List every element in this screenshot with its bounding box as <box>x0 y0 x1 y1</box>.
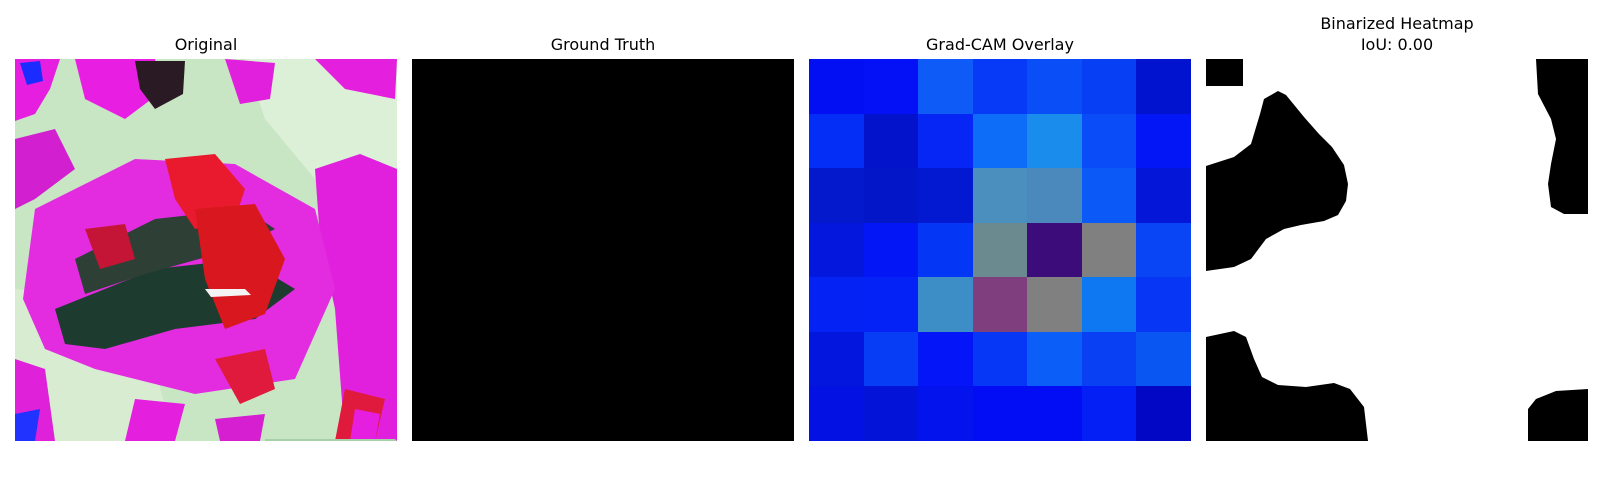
heatmap-cell <box>918 168 973 223</box>
original-image <box>15 59 397 441</box>
heatmap-cell <box>1136 222 1191 278</box>
ground-truth-panel: Ground Truth <box>412 0 794 500</box>
heatmap-cell <box>1027 59 1082 114</box>
gradcam-panel: Grad-CAM Overlay <box>809 0 1191 500</box>
heatmap-cell <box>863 168 919 223</box>
original-title: Original <box>174 35 238 54</box>
heatmap-cell <box>1081 331 1137 387</box>
heatmap-cell <box>918 331 973 387</box>
heatmap-cell <box>863 277 919 332</box>
heatmap-cell <box>1136 386 1191 441</box>
heatmap-cell <box>1081 59 1137 114</box>
heatmap-cell <box>809 277 864 332</box>
gradcam-heatmap <box>809 59 1191 441</box>
heatmap-cell <box>918 277 973 332</box>
heatmap-cell <box>1081 386 1137 441</box>
heatmap-cell <box>1027 222 1082 278</box>
ground-truth-mask <box>412 59 794 441</box>
heatmap-cell <box>918 113 973 169</box>
heatmap-cell <box>863 59 919 114</box>
heatmap-cell <box>1027 386 1082 441</box>
heatmap-cell <box>1081 277 1137 332</box>
heatmap-cell <box>972 59 1028 114</box>
heatmap-cell <box>863 386 919 441</box>
binarized-heatmap <box>1206 59 1588 441</box>
heatmap-cell <box>1081 113 1137 169</box>
heatmap-cell <box>972 277 1028 332</box>
heatmap-cell <box>1027 168 1082 223</box>
heatmap-cell <box>972 331 1028 387</box>
gradcam-title: Grad-CAM Overlay <box>926 35 1074 54</box>
heatmap-cell <box>863 331 919 387</box>
heatmap-cell <box>972 222 1028 278</box>
heatmap-cell <box>809 113 864 169</box>
binarized-panel: Binarized Heatmap IoU: 0.00 <box>1206 0 1588 500</box>
heatmap-cell <box>809 59 864 114</box>
heatmap-cell <box>918 386 973 441</box>
iou-label: IoU: 0.00 <box>1360 35 1434 54</box>
heatmap-cell <box>1081 168 1137 223</box>
binarized-title: Binarized Heatmap <box>1320 14 1474 33</box>
original-panel: Original <box>15 0 397 500</box>
heatmap-cell <box>972 386 1028 441</box>
heatmap-cell <box>863 113 919 169</box>
heatmap-cell <box>809 331 864 387</box>
heatmap-cell <box>1027 277 1082 332</box>
heatmap-cell <box>1136 331 1191 387</box>
heatmap-cell <box>1136 113 1191 169</box>
heatmap-cell <box>863 222 919 278</box>
heatmap-cell <box>972 168 1028 223</box>
heatmap-cell <box>918 59 973 114</box>
heatmap-cell <box>1027 331 1082 387</box>
heatmap-cell <box>1136 59 1191 114</box>
heatmap-cell <box>1027 113 1082 169</box>
heatmap-cell <box>809 386 864 441</box>
ground-truth-title: Ground Truth <box>550 35 656 54</box>
heatmap-cell <box>1136 168 1191 223</box>
heatmap-cell <box>809 222 864 278</box>
heatmap-cell <box>1136 277 1191 332</box>
heatmap-cell <box>972 113 1028 169</box>
heatmap-cell <box>918 222 973 278</box>
heatmap-cell <box>809 168 864 223</box>
heatmap-cell <box>1081 222 1137 278</box>
